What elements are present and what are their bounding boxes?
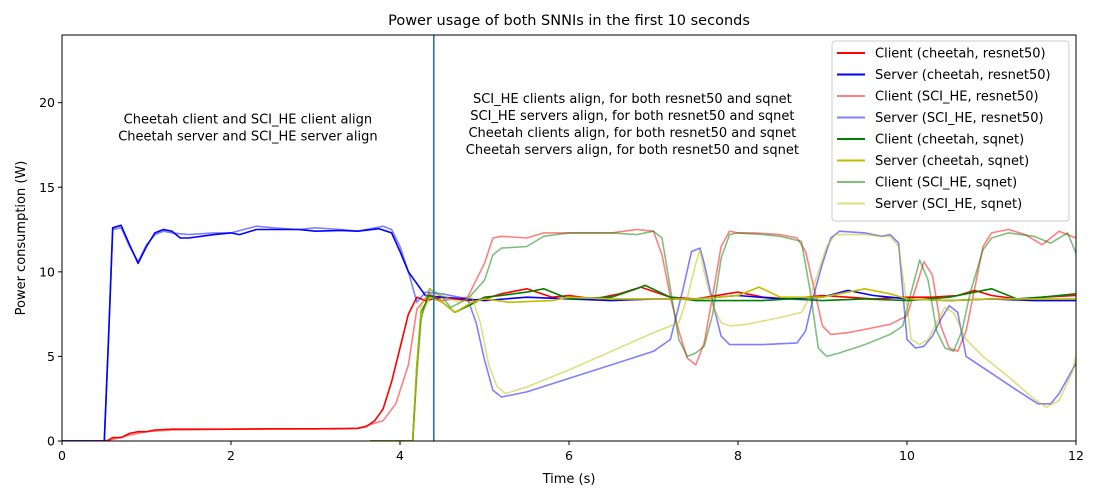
series-line-4 — [62, 225, 1076, 441]
legend-label: Server (SCI_HE, resnet50) — [875, 111, 1044, 126]
series-line-7 — [369, 230, 1076, 441]
x-tick-label: 0 — [58, 448, 66, 463]
y-tick-label: 0 — [47, 434, 55, 449]
x-tick-label: 12 — [1068, 448, 1084, 463]
annotation-1-line: Cheetah server and SCI_HE server align — [118, 130, 377, 145]
series-line-8 — [369, 233, 1076, 441]
annotation-2-line: SCI_HE servers align, for both resnet50 … — [470, 109, 794, 124]
legend-label: Client (cheetah, sqnet) — [875, 133, 1024, 148]
plot-area: 0 2 4 6 8 10 12 0 5 10 15 20 Cheetah client and SCI_… — [39, 34, 1084, 463]
y-axis-label: Power consumption (W) — [14, 161, 29, 316]
legend: Client (cheetah, resnet50) Server (cheeta… — [831, 40, 1070, 222]
x-tick-label: 4 — [396, 448, 404, 463]
y-tick-label: 5 — [47, 349, 55, 364]
y-tick-label: 20 — [39, 95, 55, 110]
series-lines — [62, 224, 1076, 441]
legend-label: Server (SCI_HE, sqnet) — [875, 197, 1022, 212]
x-tick-label: 10 — [899, 448, 915, 463]
annotation-2-line: Cheetah clients align, for both resnet50… — [468, 126, 796, 141]
x-tick-label: 8 — [734, 448, 742, 463]
chart-title: Power usage of both SNNIs in the first 1… — [388, 13, 750, 29]
x-tick-label: 6 — [565, 448, 573, 463]
legend-label: Client (SCI_HE, resnet50) — [875, 90, 1039, 105]
legend-label: Client (cheetah, resnet50) — [875, 47, 1046, 62]
series-line-3 — [62, 228, 1076, 441]
annotation-2-line: SCI_HE clients align, for both resnet50 … — [473, 92, 792, 107]
series-line-6 — [369, 286, 1076, 441]
legend-box — [831, 40, 1070, 222]
annotation-1-line: Cheetah client and SCI_HE client align — [124, 113, 372, 128]
y-tick-label: 15 — [39, 180, 55, 195]
x-tick-label: 2 — [227, 448, 235, 463]
legend-label: Client (SCI_HE, sqnet) — [875, 176, 1017, 191]
legend-label: Server (cheetah, sqnet) — [875, 154, 1029, 169]
x-axis-label: Time (s) — [542, 472, 596, 487]
y-tick-label: 10 — [39, 264, 55, 279]
legend-label: Server (cheetah, resnet50) — [875, 68, 1051, 83]
annotation-2-line: Cheetah servers align, for both resnet50… — [466, 143, 799, 158]
